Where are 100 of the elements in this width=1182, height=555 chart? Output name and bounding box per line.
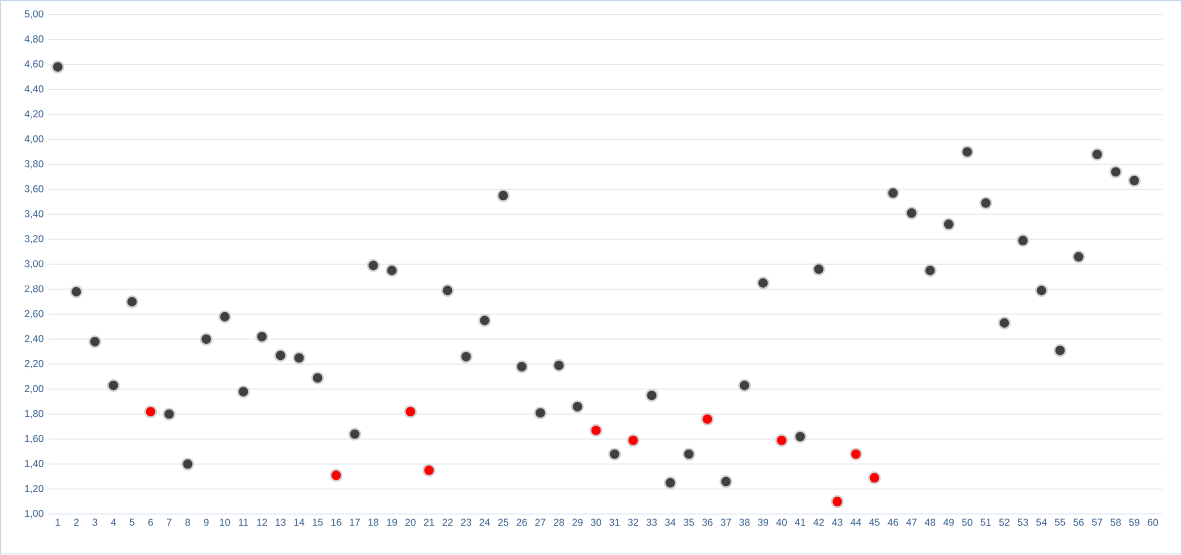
point — [311, 371, 325, 385]
point — [645, 389, 659, 403]
point — [459, 350, 473, 364]
point — [218, 310, 232, 324]
x-tick-label: 4 — [110, 518, 116, 526]
point — [738, 379, 751, 393]
point — [366, 259, 380, 273]
x-tick-label: 20 — [405, 518, 416, 527]
y-tick-label: 2,00 — [24, 385, 44, 394]
x-tick-label: 9 — [203, 518, 209, 527]
x-tick-label: 39 — [757, 518, 769, 527]
y-tick-label: 5,00 — [24, 10, 44, 19]
x-tick-label: 35 — [683, 518, 694, 527]
y-tick-label: 1,20 — [25, 485, 44, 494]
point — [69, 285, 83, 299]
point — [1035, 284, 1048, 298]
y-tick-label: 3,80 — [24, 160, 44, 169]
x-tick-label: 19 — [387, 518, 397, 527]
point — [626, 434, 640, 448]
x-tick-label: 31 — [609, 518, 620, 527]
x-tick-label: 27 — [535, 518, 546, 526]
x-tick-label: 17 — [349, 518, 360, 526]
x-tick-label: 33 — [646, 518, 657, 527]
y-tick-label: 3,00 — [24, 260, 44, 269]
point — [552, 359, 566, 373]
x-tick-label: 54 — [1036, 518, 1047, 526]
x-tick-label: 45 — [869, 518, 880, 526]
x-tick-label: 1 — [55, 518, 61, 526]
x-tick-label: 6 — [148, 518, 153, 527]
point — [867, 471, 881, 485]
x-tick-label: 41 — [794, 518, 806, 526]
x-tick-label: 10 — [220, 518, 230, 527]
y-tick-label: 2,60 — [24, 310, 44, 319]
point — [1090, 148, 1104, 162]
point — [942, 218, 956, 231]
y-tick-label: 3,20 — [24, 235, 44, 244]
y-tick-label: 2,40 — [24, 335, 44, 344]
x-tick-label: 28 — [553, 518, 565, 527]
x-tick-label: 47 — [906, 518, 917, 526]
point — [162, 407, 176, 421]
x-tick-label: 25 — [498, 518, 509, 527]
point — [292, 351, 306, 365]
x-tick-label: 60 — [1147, 518, 1159, 527]
point — [1127, 174, 1141, 188]
x-tick-label: 44 — [850, 518, 862, 526]
y-tick-label: 2,20 — [24, 360, 44, 369]
point — [997, 316, 1011, 330]
x-tick-label: 3 — [92, 518, 98, 527]
x-tick-label: 32 — [627, 518, 639, 527]
x-tick-label: 16 — [331, 518, 342, 527]
point — [905, 206, 919, 220]
point — [533, 406, 547, 420]
y-tick-label: 1,80 — [25, 410, 44, 419]
y-tick-label: 3,60 — [24, 185, 44, 194]
x-tick-label: 46 — [887, 518, 899, 527]
x-tick-label: 14 — [294, 518, 305, 526]
point — [719, 475, 733, 489]
x-tick-label: 43 — [832, 518, 843, 527]
x-tick-label: 48 — [924, 518, 936, 527]
x-tick-label: 24 — [479, 518, 490, 526]
y-tick-label: 2,80 — [24, 285, 44, 294]
point — [496, 189, 510, 203]
x-tick-label: 7 — [166, 518, 172, 526]
x-tick-label: 50 — [962, 518, 973, 527]
x-tick-label: 34 — [665, 518, 676, 527]
point — [979, 196, 993, 210]
x-tick-label: 23 — [461, 518, 472, 527]
point — [608, 447, 622, 461]
point — [1053, 344, 1067, 358]
point — [756, 276, 770, 290]
point — [422, 464, 436, 478]
point — [255, 330, 269, 344]
point — [51, 60, 65, 74]
point — [682, 447, 696, 461]
x-tick-label: 37 — [720, 518, 732, 527]
x-tick-label: 18 — [368, 518, 379, 527]
point — [589, 424, 603, 438]
y-tick-label: 4,80 — [24, 35, 44, 44]
point — [775, 434, 789, 448]
y-tick-label: 4,60 — [24, 60, 44, 69]
point — [144, 405, 158, 419]
point — [663, 476, 677, 490]
x-tick-label: 59 — [1129, 518, 1140, 527]
x-tick-label: 30 — [590, 518, 602, 527]
x-tick-label: 58 — [1110, 518, 1121, 527]
point — [348, 427, 362, 441]
x-tick-label: 51 — [980, 518, 991, 526]
point — [515, 360, 529, 374]
point — [181, 457, 195, 471]
x-tick-label: 40 — [776, 518, 787, 527]
x-tick-label: 57 — [1092, 518, 1103, 526]
x-tick-label: 11 — [238, 518, 249, 526]
x-tick-label: 36 — [702, 518, 713, 527]
y-tick-label: 1,40 — [25, 460, 44, 469]
point — [385, 264, 399, 278]
y-tick-label: 1,60 — [25, 435, 44, 444]
x-tick-label: 21 — [423, 518, 435, 526]
point — [329, 469, 343, 483]
x-tick-label: 22 — [442, 518, 453, 526]
point — [478, 314, 492, 328]
